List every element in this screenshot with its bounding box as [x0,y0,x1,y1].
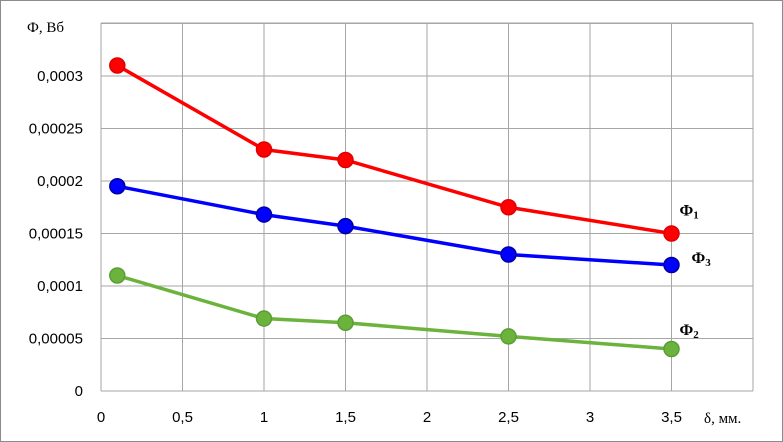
x-tick-label: 1 [260,409,268,426]
data-point [663,340,680,358]
y-tick-label: 0,00025 [29,121,83,138]
y-tick-label: 0,0001 [37,278,83,295]
data-point [500,199,517,216]
data-point [337,217,354,235]
x-tick-label: 3,5 [661,409,682,426]
x-tick-label: 1,5 [335,409,356,426]
x-tick-label: 0 [97,409,105,426]
series-label-Ф2: Ф2 [680,322,700,341]
data-point [663,256,680,274]
y-axis-label: Ф, Вб [27,20,64,36]
series-group [109,57,680,358]
data-point [109,267,126,284]
x-axis-label: δ, мм. [704,411,741,427]
x-tick-label: 2 [423,409,431,426]
x-tick-label: 0,5 [172,409,193,426]
y-tick-label: 0,0003 [37,68,83,85]
gridlines [100,22,754,392]
data-point [500,246,517,263]
data-point [109,178,126,195]
x-tick-label: 3 [586,409,594,426]
data-point [255,310,273,327]
data-point [109,57,126,74]
data-point [337,314,354,331]
x-tick-labels: 0 0,5 1 1,5 2 2,5 3 3,5 [97,409,682,426]
y-tick-label: 0 [75,383,83,400]
x-tick-label: 2,5 [498,409,519,426]
series-line-Ф2 [116,273,672,351]
series-line-Ф3 [116,184,672,267]
data-point [255,141,273,158]
y-tick-label: 0,0002 [37,173,83,190]
series-line-Ф1 [116,63,672,236]
series-labels: Ф1 Ф3 Ф2 [680,203,712,342]
data-point [337,151,354,169]
y-tick-label: 0,00015 [29,226,83,243]
y-tick-labels: 0 0,00005 0,0001 0,00015 0,0002 0,00025 0,0003 [29,68,83,400]
y-tick-label: 0,00005 [29,331,83,348]
data-point [663,225,680,242]
data-point [255,206,273,223]
series-label-Ф1: Ф1 [680,203,699,222]
series-label-Ф3: Ф3 [692,250,712,269]
data-point [500,328,517,345]
